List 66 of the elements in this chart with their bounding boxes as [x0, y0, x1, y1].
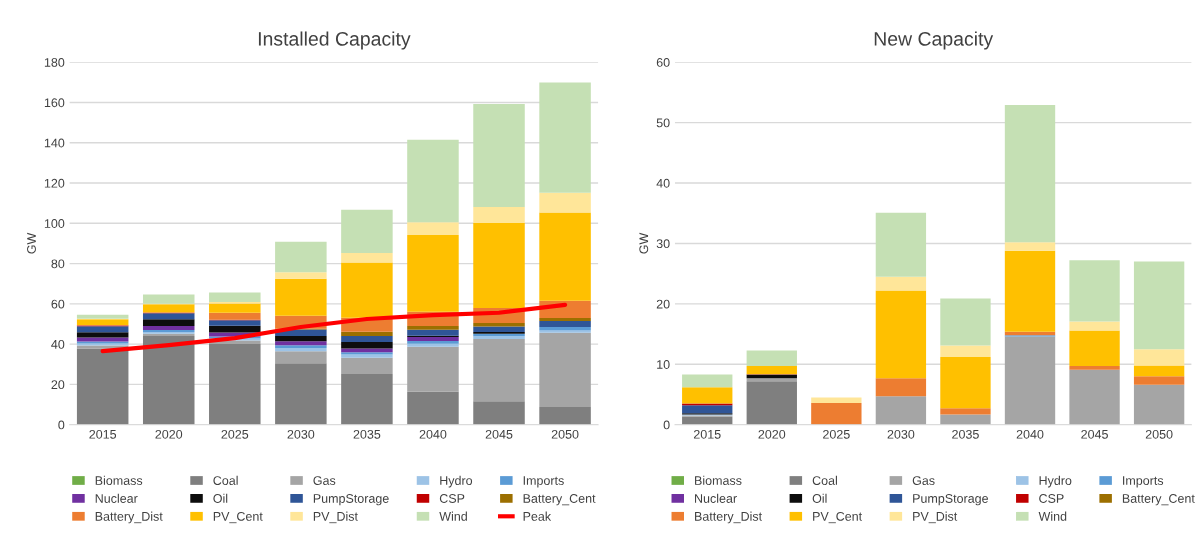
x-tick-label: 2045: [1081, 429, 1108, 439]
legend-label: PV_Dist: [313, 511, 358, 524]
y-axis-title: GW: [639, 232, 649, 254]
legend-label: Biomass: [695, 475, 742, 485]
y-tick-label: 140: [44, 138, 65, 148]
y-tick-label: 20: [51, 380, 65, 390]
legend-label: Oil: [812, 493, 827, 503]
legend-label: PV_Cent: [213, 511, 263, 524]
legend-label: Gas: [912, 476, 935, 485]
y-tick-label: 40: [51, 339, 65, 349]
legend-label: Biomass: [95, 475, 143, 485]
y-tick-label: 180: [44, 58, 65, 67]
chart-title: New Capacity: [874, 31, 994, 50]
x-tick-label: 2025: [823, 429, 850, 439]
x-tick-label: 2020: [758, 429, 786, 439]
legend-label: Battery_Cent: [1122, 494, 1195, 506]
legend-label: Oil: [213, 493, 228, 503]
legend-label: CSP: [1039, 494, 1064, 503]
legend-label: Peak: [523, 511, 552, 521]
y-tick-label: 60: [656, 58, 670, 67]
x-tick-label: 2030: [887, 429, 915, 439]
y-tick-label: 160: [44, 98, 65, 108]
legend-label: Gas: [313, 476, 336, 485]
y-tick-label: 0: [58, 420, 65, 430]
y-tick-label: 80: [51, 259, 65, 269]
legend-label: Coal: [213, 475, 238, 485]
y-tick-label: 120: [44, 178, 65, 188]
x-tick-label: 2015: [89, 429, 117, 439]
legend-label: Hydro: [440, 475, 473, 488]
legend-label: PV_Cent: [813, 511, 863, 524]
x-tick-label: 2050: [551, 429, 579, 439]
x-tick-label: 2040: [419, 429, 447, 439]
legend-label: Wind: [439, 511, 467, 521]
legend-label: Wind: [1038, 511, 1067, 521]
legend-label: Nuclear: [695, 493, 737, 503]
y-tick-label: 10: [657, 360, 670, 369]
legend-label: PumpStorage: [913, 494, 988, 506]
legend-label: Nuclear: [95, 493, 138, 503]
x-tick-label: 2050: [1145, 429, 1173, 439]
x-tick-label: 2015: [693, 429, 721, 439]
y-tick-label: 30: [656, 239, 670, 249]
x-tick-label: 2020: [155, 429, 183, 439]
y-axis-title: GW: [27, 232, 36, 254]
x-tick-label: 2035: [353, 429, 381, 439]
legend-label: PumpStorage: [313, 494, 389, 506]
y-tick-label: 20: [656, 299, 670, 309]
x-tick-label: 2030: [287, 429, 315, 439]
y-tick-label: 50: [656, 118, 670, 128]
legend-label: CSP: [439, 494, 465, 503]
y-tick-label: 100: [44, 219, 65, 228]
x-tick-label: 2045: [485, 429, 513, 439]
x-tick-label: 2025: [221, 429, 249, 439]
legend-label: Battery_Dist: [695, 511, 762, 524]
chart-title: Installed Capacity: [258, 31, 411, 50]
legend-label: Imports: [1123, 476, 1164, 488]
legend-label: Battery_Dist: [95, 511, 163, 524]
legend-label: PV_Dist: [913, 511, 958, 524]
y-tick-label: 60: [51, 299, 65, 309]
legend-label: Imports: [523, 476, 564, 488]
legend-label: Coal: [812, 475, 837, 485]
legend-label: Battery_Cent: [523, 494, 596, 506]
x-tick-label: 2035: [952, 429, 979, 439]
y-tick-label: 0: [663, 420, 670, 430]
x-tick-label: 2040: [1016, 429, 1044, 439]
legend-label: Hydro: [1039, 475, 1072, 488]
y-tick-label: 40: [656, 178, 670, 188]
